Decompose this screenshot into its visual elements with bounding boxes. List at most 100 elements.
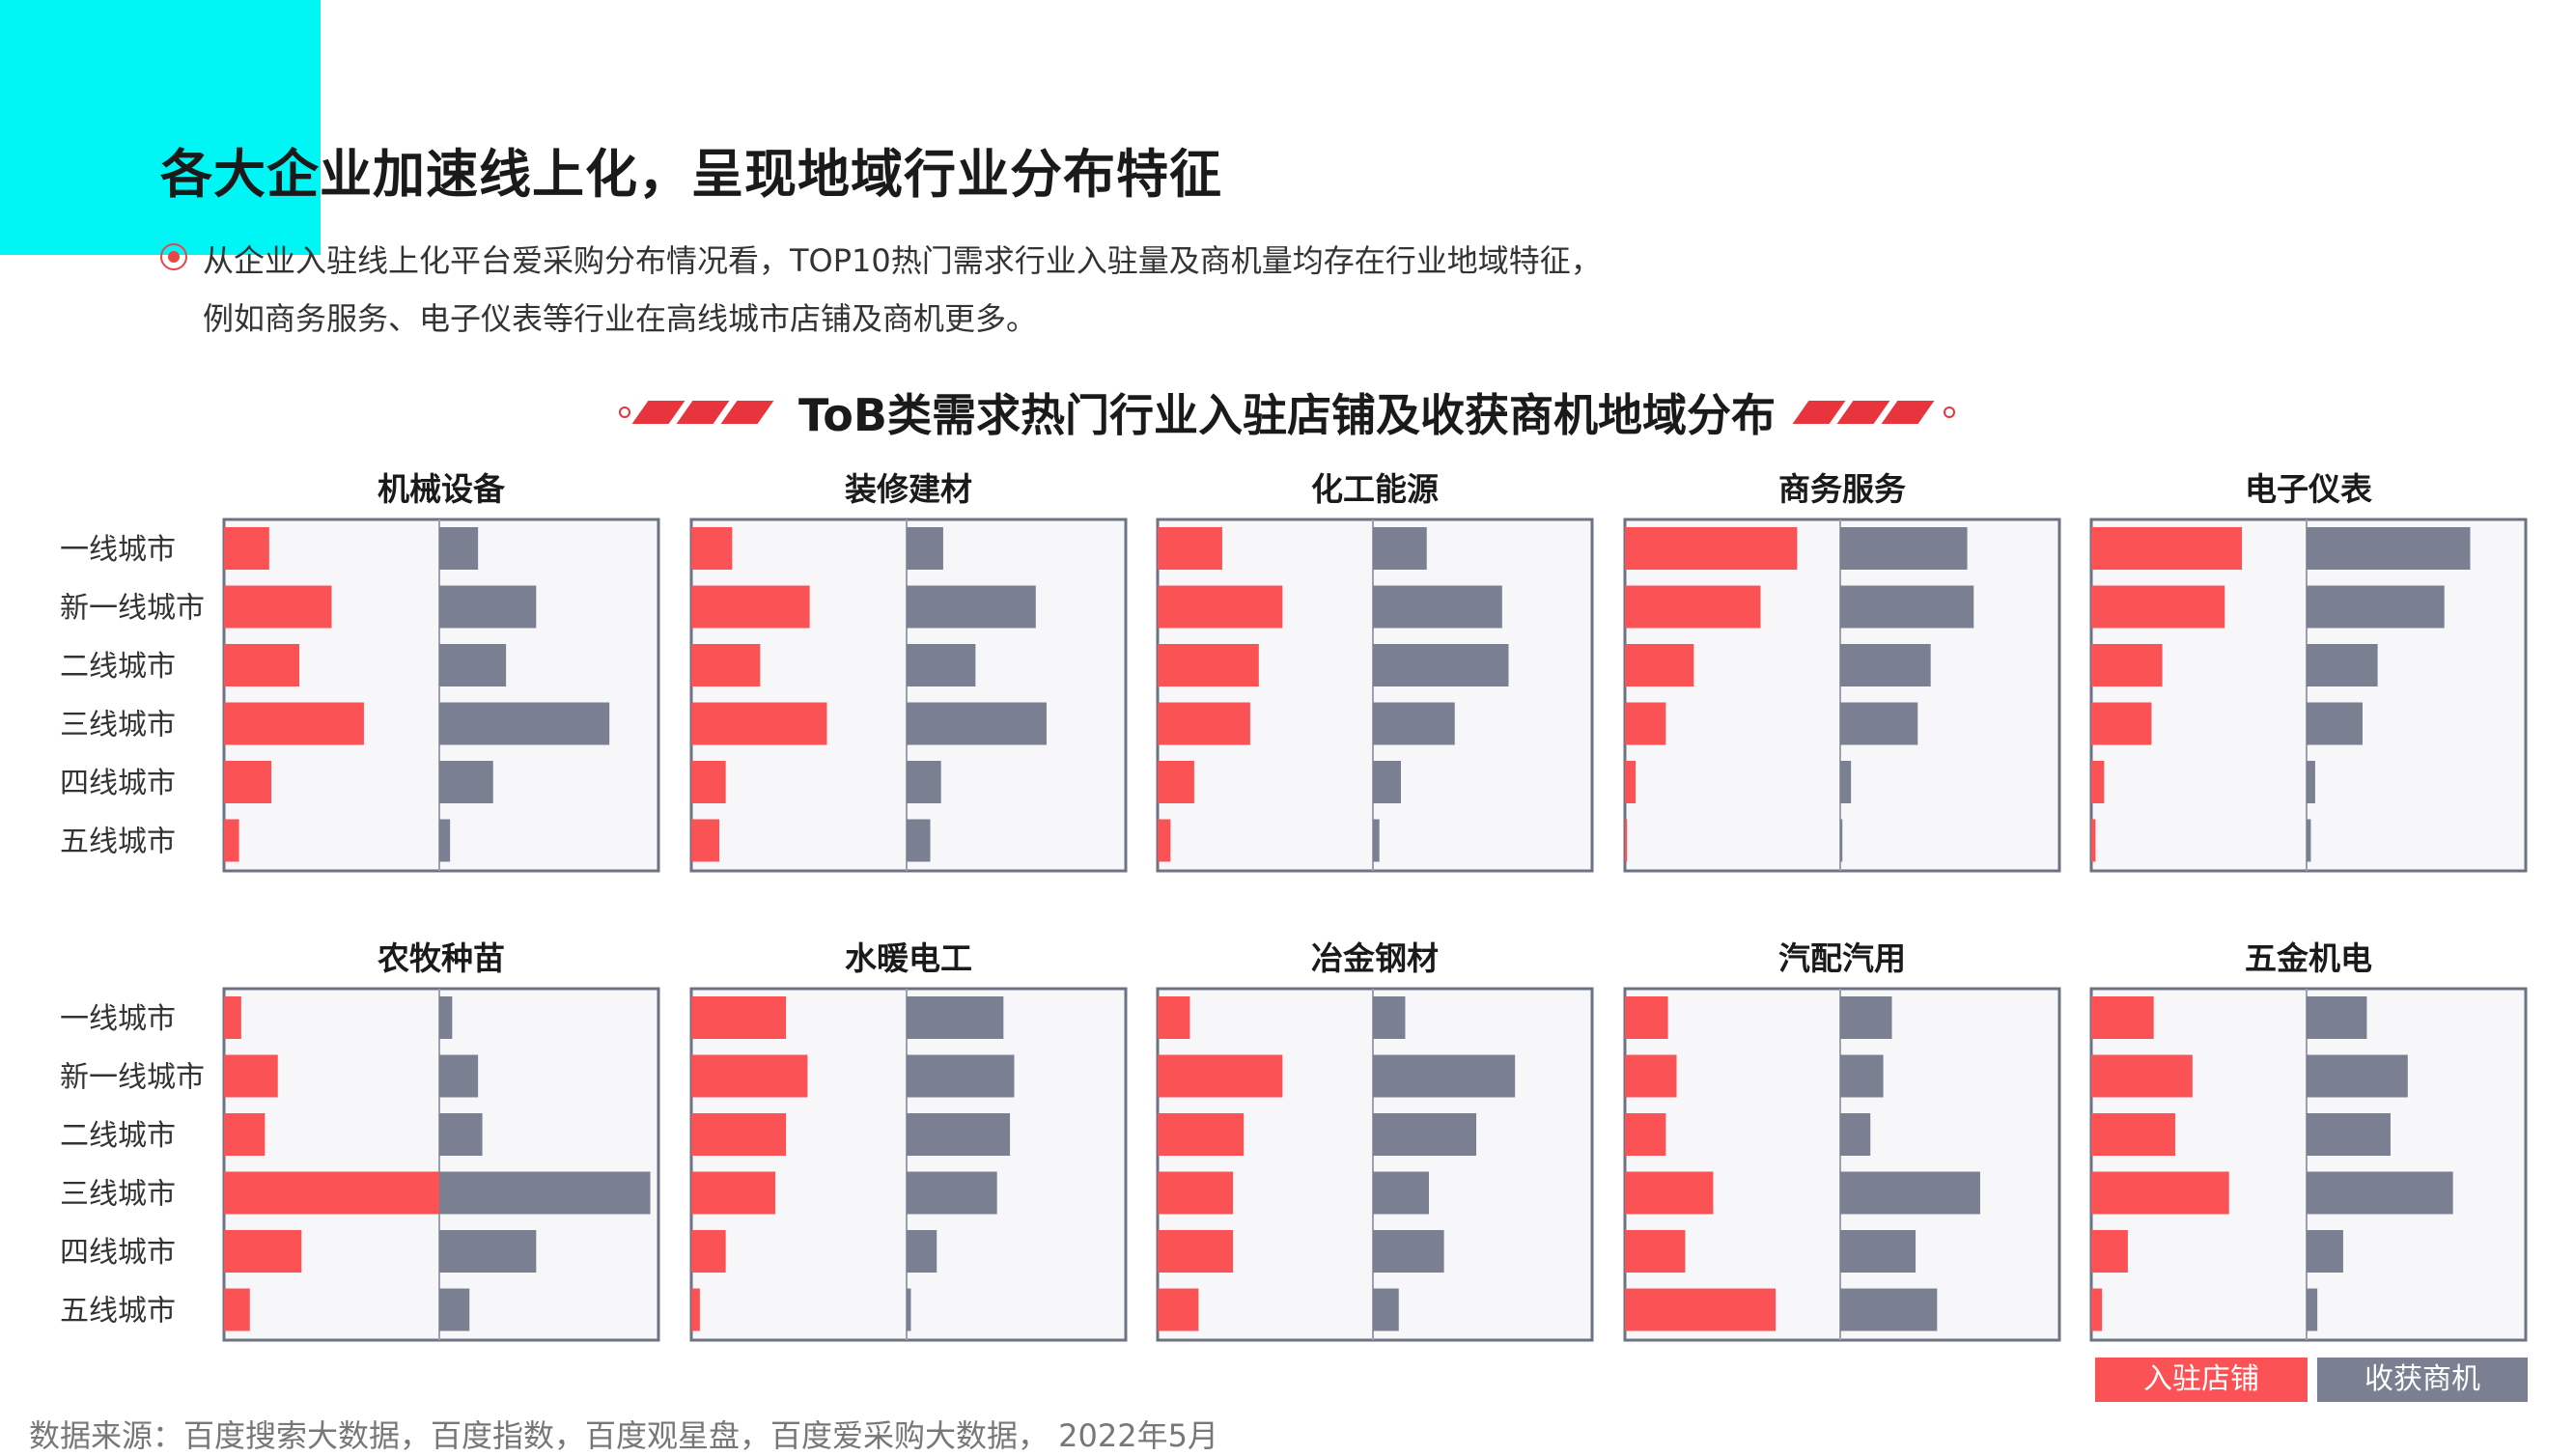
bar-store	[1158, 1054, 1283, 1098]
bar-opportunity	[907, 702, 1047, 745]
bar-opportunity	[907, 1171, 997, 1215]
bar-opportunity	[2307, 1054, 2408, 1098]
panel-frame	[2089, 518, 2528, 873]
bar-opportunity	[439, 702, 610, 745]
bar-store	[1625, 644, 1694, 686]
bar-store	[224, 1054, 278, 1098]
bar-store	[224, 1171, 439, 1215]
bar-store	[224, 527, 269, 570]
title-decoration-left-icon	[609, 401, 774, 424]
bar-store	[1158, 702, 1250, 745]
bar-opportunity	[2307, 585, 2445, 629]
panel-title: 水暖电工	[845, 939, 972, 977]
category-label: 四线城市	[60, 767, 176, 800]
bar-store	[691, 1054, 808, 1098]
bar-store	[1625, 761, 1637, 803]
bar-opportunity	[2307, 761, 2315, 803]
bar-store	[691, 1113, 787, 1156]
bar-opportunity	[2307, 1171, 2453, 1215]
bar-store	[1158, 527, 1222, 570]
bar-opportunity	[907, 1113, 1011, 1156]
chart-title-row: ToB类需求热门行业入驻店铺及收获商机地域分布	[0, 378, 2574, 446]
bar-opportunity	[1373, 1230, 1444, 1273]
bar-opportunity	[1373, 585, 1502, 629]
bar-store	[691, 702, 827, 745]
bar-opportunity	[2307, 996, 2367, 1039]
bar-store	[1625, 1230, 1686, 1273]
bar-opportunity	[1840, 585, 1974, 629]
category-label: 五线城市	[60, 1295, 176, 1329]
bar-store	[691, 761, 726, 803]
category-label: 一线城市	[60, 533, 176, 567]
bar-opportunity	[907, 527, 943, 570]
bar-opportunity	[439, 1113, 483, 1156]
category-label: 二线城市	[60, 650, 176, 684]
legend-opportunity: 收获商机	[2317, 1358, 2528, 1402]
bar-store	[2091, 702, 2152, 745]
bar-store	[1158, 819, 1171, 862]
bar-opportunity	[1373, 761, 1401, 803]
panel-title: 冶金钢材	[1311, 939, 1439, 977]
bar-opportunity	[907, 644, 976, 686]
bar-store	[1625, 996, 1668, 1039]
bar-store	[691, 819, 719, 862]
bar-opportunity	[1373, 1054, 1516, 1098]
bar-store	[1625, 527, 1798, 570]
bar-store	[691, 1230, 726, 1273]
description-line-2: 例如商务服务、电子仪表等行业在高线城市店铺及商机更多。	[203, 300, 1038, 337]
bar-opportunity	[1840, 527, 1968, 570]
bar-store	[1625, 1288, 1777, 1331]
bar-store	[2091, 1230, 2128, 1273]
panel-title: 农牧种苗	[378, 939, 505, 977]
bar-store	[1158, 1113, 1245, 1156]
category-label: 一线城市	[60, 1002, 176, 1036]
panel-title: 商务服务	[1778, 470, 1906, 508]
bar-store	[2091, 1288, 2103, 1331]
bar-opportunity	[439, 527, 479, 570]
panel-frame	[1156, 518, 1594, 873]
bar-store	[224, 644, 300, 686]
panel-frame	[1156, 987, 1594, 1342]
bar-opportunity	[1840, 1113, 1871, 1156]
bar-opportunity	[1373, 1171, 1429, 1215]
bar-opportunity	[439, 1230, 537, 1273]
chart-title: ToB类需求热门行业入驻店铺及收获商机地域分布	[798, 389, 1776, 441]
bar-opportunity	[2307, 644, 2378, 686]
description-line-1: 从企业入驻线上化平台爱采购分布情况看，TOP10热门需求行业入驻量及商机量均存在…	[203, 242, 1602, 279]
bar-opportunity	[2307, 819, 2311, 862]
bar-store	[224, 585, 332, 629]
panel-frame	[1623, 518, 2061, 873]
bar-store	[224, 1113, 266, 1156]
bar-store	[2091, 1171, 2229, 1215]
bar-store	[1625, 1113, 1666, 1156]
bar-opportunity	[1840, 1288, 1938, 1331]
bar-opportunity	[1840, 1171, 1980, 1215]
category-label: 三线城市	[60, 1178, 176, 1212]
bar-opportunity	[1373, 1113, 1477, 1156]
bar-store	[224, 761, 272, 803]
category-label: 三线城市	[60, 709, 176, 742]
category-label: 四线城市	[60, 1236, 176, 1270]
bar-store	[2091, 644, 2163, 686]
bar-opportunity	[439, 585, 537, 629]
bar-opportunity	[1840, 644, 1931, 686]
bar-store	[2091, 585, 2225, 629]
bar-store	[1625, 1054, 1677, 1098]
bar-store	[691, 644, 761, 686]
bullet-icon	[160, 243, 187, 270]
bar-store	[1158, 761, 1194, 803]
bar-opportunity	[2307, 1288, 2318, 1331]
bar-opportunity	[1373, 644, 1509, 686]
bar-opportunity	[439, 1288, 470, 1331]
bar-store	[691, 1171, 775, 1215]
bar-opportunity	[907, 761, 941, 803]
bar-opportunity	[2307, 1230, 2343, 1273]
bar-store	[691, 1288, 700, 1331]
bar-opportunity	[439, 761, 493, 803]
panel-title: 汽配汽用	[1778, 939, 1906, 977]
accent-block	[0, 0, 321, 255]
panel-frame	[222, 518, 660, 873]
bar-store	[1158, 644, 1259, 686]
bar-opportunity	[907, 1054, 1015, 1098]
